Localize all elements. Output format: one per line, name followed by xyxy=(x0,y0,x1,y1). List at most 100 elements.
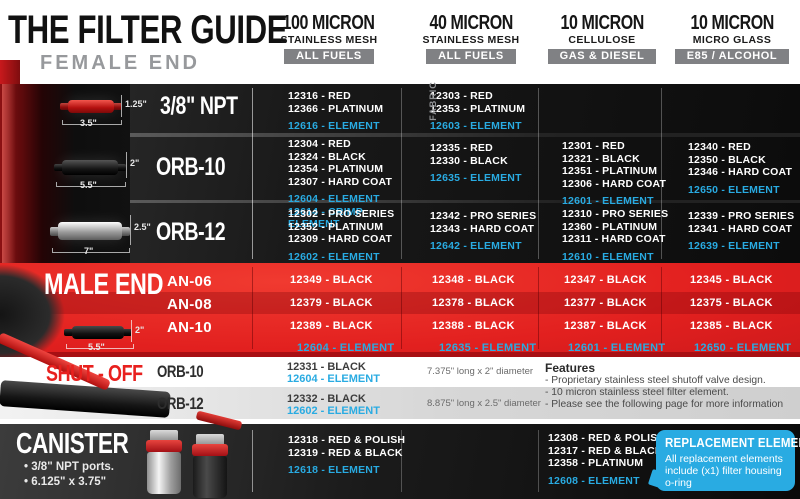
cell-orb10-microglass: 12340 - RED 12350 - BLACK 12346 - HARD C… xyxy=(688,141,793,196)
row-label-orb-12: ORB-12 xyxy=(156,218,226,246)
dimension-line xyxy=(121,95,123,117)
cell-npt-100micron: 12316 - RED 12366 - PLATINUM 12616 - ELE… xyxy=(288,90,384,132)
cell-an10-40micron: 12388 - BLACK xyxy=(432,320,515,332)
cell-an10-100micron: 12389 - BLACK xyxy=(290,320,373,332)
divider xyxy=(252,430,253,492)
cell-orb10-cellulose: 12301 - RED 12321 - BLACK 12351 - PLATIN… xyxy=(562,140,667,207)
section-bottom-edge xyxy=(0,352,800,357)
row-orb-10 xyxy=(0,137,800,200)
dimension-line xyxy=(62,120,122,125)
divider xyxy=(401,88,402,259)
cell-an10-microglass: 12385 - BLACK xyxy=(690,320,773,332)
divider xyxy=(538,267,539,349)
dimension-line xyxy=(66,344,134,349)
cell-an06-microglass: 12345 - BLACK xyxy=(690,274,773,286)
row-orb-12 xyxy=(0,203,800,263)
dimension-line xyxy=(52,248,130,253)
fuel-badge: ALL FUELS xyxy=(426,49,516,64)
fabric-note: FABRIC xyxy=(427,81,438,121)
dimension-width: 7" xyxy=(84,246,94,256)
cell-orb12-cellulose: 12310 - PRO SERIES 12360 - PLATINUM 1231… xyxy=(562,208,669,263)
shutoff-row-label-orb10: ORB-10 xyxy=(157,362,204,381)
replacement-elements-text: All replacement elements include (x1) fi… xyxy=(665,453,783,489)
fuel-badge: E85 / ALCOHOL xyxy=(674,49,790,64)
row-label-an-06: AN-06 xyxy=(167,273,212,290)
column-header-40-micron: 40 MICRON STAINLESS MESH ALL FUELS xyxy=(422,12,520,64)
cell-an08-40micron: 12378 - BLACK xyxy=(432,297,515,309)
cell-orb10-100micron: 12304 - RED 12324 - BLACK 12354 - PLATIN… xyxy=(288,138,393,230)
cell-an06-100micron: 12349 - BLACK xyxy=(290,274,373,286)
divider xyxy=(538,430,539,492)
cell-orb12-40micron: 12342 - PRO SERIES 12343 - HARD COAT 126… xyxy=(430,210,537,252)
fuel-badge: ALL FUELS xyxy=(284,49,374,64)
cell-canister-cellulose: 12308 - RED & POLISH 12317 - RED & BLACK… xyxy=(548,432,666,487)
section-subtitle-female-end: FEMALE END xyxy=(40,52,200,74)
dimension-height: 2" xyxy=(130,158,140,168)
element-an-100micron: 12604 - ELEMENT xyxy=(297,342,395,354)
element-an-40micron: 12635 - ELEMENT xyxy=(439,342,537,354)
cell-an08-cellulose: 12377 - BLACK xyxy=(564,297,647,309)
cell-an08-microglass: 12375 - BLACK xyxy=(690,297,773,309)
dimension-line xyxy=(130,215,132,245)
column-header-10-micron-micro-glass: 10 MICRON MICRO GLASS E85 / ALCOHOL xyxy=(652,13,800,64)
column-header-100-micron: 100 MICRON STAINLESS MESH ALL FUELS xyxy=(280,12,378,64)
row-separator xyxy=(0,200,800,204)
canister-specs: • 3/8" NPT ports. • 6.125" x 3.75" xyxy=(24,461,114,488)
red-inline-filter-image xyxy=(60,100,122,113)
features-title: Features xyxy=(545,361,596,375)
page-title: THE FILTER GUIDE xyxy=(8,8,288,52)
divider xyxy=(661,267,662,349)
male-end-title: MALE END xyxy=(44,268,164,301)
cell-npt-40micron: FABRIC 12303 - RED 12353 - PLATINUM 1260… xyxy=(427,81,526,132)
cell-orb12-microglass: 12339 - PRO SERIES 12341 - HARD COAT 126… xyxy=(688,210,795,252)
dimension-width: 3.5" xyxy=(80,118,97,128)
dimension-line xyxy=(126,152,128,178)
cell-an06-cellulose: 12347 - BLACK xyxy=(564,274,647,286)
features-list: - Proprietary stainless steel shutoff va… xyxy=(545,375,784,410)
divider xyxy=(661,88,662,259)
dimension-height: 1.25" xyxy=(125,99,147,109)
element-an-cellulose: 12601 - ELEMENT xyxy=(568,342,666,354)
red-filter-photo-edge xyxy=(0,60,20,84)
shut-off-title: SHUT - OFF xyxy=(46,360,143,386)
row-label-an-10: AN-10 xyxy=(167,319,212,336)
shutoff-orb10-size: 7.375" long x 2" diameter xyxy=(427,366,534,377)
dimension-line xyxy=(56,182,126,187)
divider xyxy=(538,88,539,259)
canister-title: CANISTER xyxy=(16,428,129,460)
dimension-width: 5.5" xyxy=(80,180,97,190)
cell-an10-cellulose: 12387 - BLACK xyxy=(564,320,647,332)
cell-orb10-40micron: 12335 - RED 12330 - BLACK 12635 - ELEMEN… xyxy=(430,142,522,184)
row-label-orb-10: ORB-10 xyxy=(156,153,226,181)
cell-orb12-100micron: 12302 - PRO SERIES 12352 - PLATINUM 1230… xyxy=(288,208,395,263)
shutoff-row-label-orb12: ORB-12 xyxy=(157,394,204,413)
row-38-npt xyxy=(0,84,800,133)
chrome-inline-filter-image xyxy=(50,222,130,240)
row-label-38-npt: 3/8" NPT xyxy=(160,92,238,120)
black-inline-filter-image xyxy=(54,160,126,175)
row-stripe-an08 xyxy=(0,292,800,314)
shutoff-orb12-size: 8.875" long x 2.5" diameter xyxy=(427,398,541,409)
row-label-an-08: AN-08 xyxy=(167,296,212,313)
dimension-width: 5.5" xyxy=(88,342,105,352)
dimension-height: 2" xyxy=(135,325,145,335)
cell-shutoff-orb12: 12332 - BLACK 12602 - ELEMENT xyxy=(287,393,380,417)
cell-an08-100micron: 12379 - BLACK xyxy=(290,297,373,309)
cell-shutoff-orb10: 12331 - BLACK 12604 - ELEMENT xyxy=(287,361,380,385)
column-header-10-micron-cellulose: 10 MICRON CELLULOSE GAS & DIESEL xyxy=(522,13,682,64)
fuel-badge: GAS & DIESEL xyxy=(547,49,657,64)
divider xyxy=(252,267,253,349)
divider xyxy=(401,430,402,492)
black-inline-filter-image xyxy=(64,326,132,339)
dimension-line xyxy=(131,320,133,342)
divider xyxy=(252,88,253,259)
cell-canister-100micron: 12318 - RED & POLISH 12319 - RED & BLACK… xyxy=(288,434,406,476)
dimension-height: 2.5" xyxy=(134,222,151,232)
divider xyxy=(401,267,402,349)
element-an-microglass: 12650 - ELEMENT xyxy=(694,342,792,354)
male-end-section xyxy=(0,263,800,357)
cell-an06-40micron: 12348 - BLACK xyxy=(432,274,515,286)
